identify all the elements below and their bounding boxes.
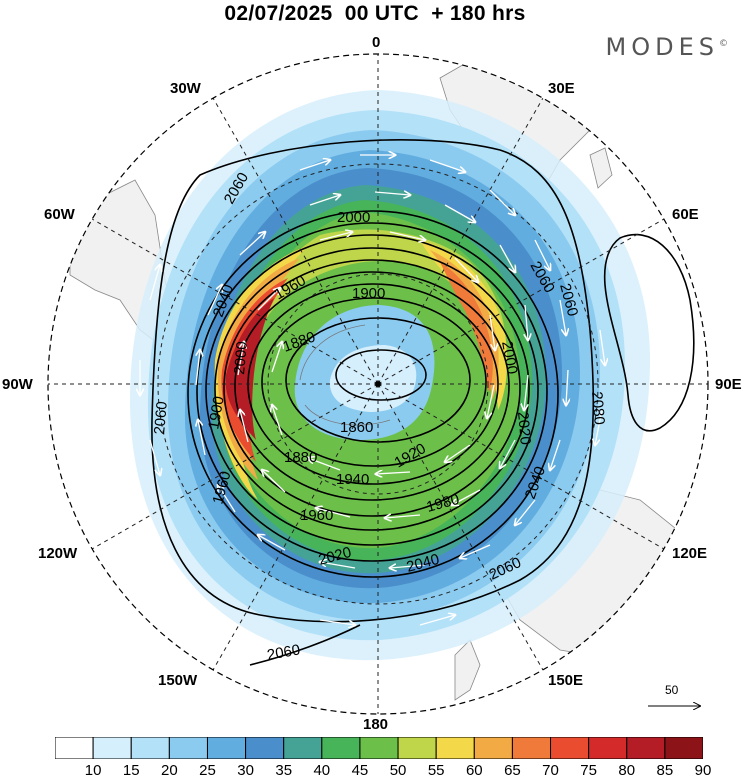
pole-marker: [375, 381, 381, 387]
colorbar-swatch: [550, 737, 590, 759]
contour-label: 1900: [205, 395, 228, 431]
colorbar-tick-label: 25: [199, 762, 216, 779]
colorbar-tick-label: 75: [580, 762, 597, 779]
colorbar-ticks: 10 15 20 25 30 35 40 45 50 55 60 65 70 75 80 85 90: [55, 762, 712, 782]
shade-60: [214, 245, 310, 500]
contour-label: 2060: [266, 641, 302, 664]
map-title: 02/07/2025 00 UTC + 180 hrs: [224, 2, 526, 25]
lon-label-90e: 90E: [715, 376, 742, 393]
colorbar-swatch: [511, 737, 552, 759]
colorbar-swatch: [626, 737, 666, 759]
colorbar-swatch: [130, 737, 170, 759]
colorbar-swatch: [473, 737, 513, 759]
wind-shading: [130, 90, 650, 661]
wind-vectors: [140, 118, 605, 625]
contour-label: 1880: [284, 449, 317, 466]
lon-label-150e: 150E: [548, 672, 584, 689]
lon-label-120w: 120W: [38, 545, 78, 562]
colorbar-swatch: [435, 737, 475, 759]
colorbar-tick-label: 30: [237, 762, 254, 779]
colorbar-tick-label: 50: [389, 762, 407, 779]
colorbar-swatch: [588, 737, 628, 759]
colorbar-tick-label: 90: [694, 762, 712, 779]
contour-1980: [214, 247, 530, 531]
colorbar-swatch: [206, 737, 247, 759]
colorbar-swatch: [397, 737, 437, 759]
colorbar-swatch: [359, 737, 399, 759]
contour-1900: [261, 297, 487, 467]
colorbar-tick-label: 20: [161, 762, 178, 779]
contour-1940: [234, 271, 510, 501]
colorbar-swatch: [321, 737, 361, 759]
contour-2040: [187, 210, 559, 578]
colorbar-swatch: [55, 737, 94, 759]
reference-vector-label: 50: [665, 683, 679, 697]
graticule: [48, 54, 708, 714]
lon-label-60w: 60W: [44, 206, 75, 223]
contour-label: 2000: [337, 209, 370, 226]
colorbar-tick-label: 15: [122, 762, 140, 779]
colorbar-tick-label: 55: [427, 762, 445, 779]
contour-2080: [603, 233, 695, 432]
colorbar-tick-label: 40: [313, 762, 331, 779]
antarctica-coast: [299, 324, 391, 426]
colorbar-tick-label: 35: [275, 762, 293, 779]
lon-label-90w: 90W: [2, 376, 33, 393]
colorbar-tick-label: 45: [351, 762, 369, 779]
map-boundary: [47, 53, 709, 715]
colorbar-tick-label: 10: [84, 762, 102, 779]
contour-2060-b: [249, 624, 361, 666]
colorbar: [55, 737, 703, 759]
colorbar-tick-label: 80: [618, 762, 636, 779]
shade-75b: [440, 262, 493, 392]
lon-label-30w: 30W: [170, 80, 201, 97]
colorbar-swatch: [245, 737, 285, 759]
contour-label: 1940: [336, 471, 369, 488]
contour-label: 2080: [588, 391, 608, 426]
contour-label: 2000: [498, 340, 521, 376]
colorbar-tick-label: 65: [504, 762, 521, 779]
contour-2060: [151, 139, 595, 623]
contour-label: 1900: [352, 285, 385, 302]
lon-label-180: 180: [363, 716, 389, 733]
colorbar-swatch: [283, 737, 323, 759]
colorbar-swatch: [92, 737, 132, 759]
colorbar-tick-label: 85: [656, 762, 674, 779]
lon-label-30e: 30E: [548, 80, 575, 97]
colorbar-tick-label: 70: [542, 762, 559, 779]
lon-label-120e: 120E: [672, 545, 708, 562]
contour-label: 1860: [340, 419, 373, 436]
contour-label: 2020: [514, 411, 534, 446]
colorbar-tick-label: 60: [465, 762, 483, 779]
madagascar: [589, 147, 613, 189]
contour-2020: [196, 222, 548, 562]
contour-label: 1960: [300, 507, 333, 524]
lon-label-150w: 150W: [158, 672, 198, 689]
contour-2000: [205, 234, 539, 546]
contour-1960: [223, 259, 521, 517]
contour-1860: [335, 349, 427, 401]
brand-logo: MODES©: [605, 33, 728, 61]
lon-label-60e: 60E: [672, 206, 699, 223]
colorbar-swatch: [664, 737, 703, 759]
contour-label: 2000: [231, 341, 251, 376]
contour-label: 2060: [151, 401, 171, 436]
shade-core-2: [329, 345, 417, 412]
lon-label-0: 0: [372, 34, 381, 51]
colorbar-swatch: [168, 737, 208, 759]
